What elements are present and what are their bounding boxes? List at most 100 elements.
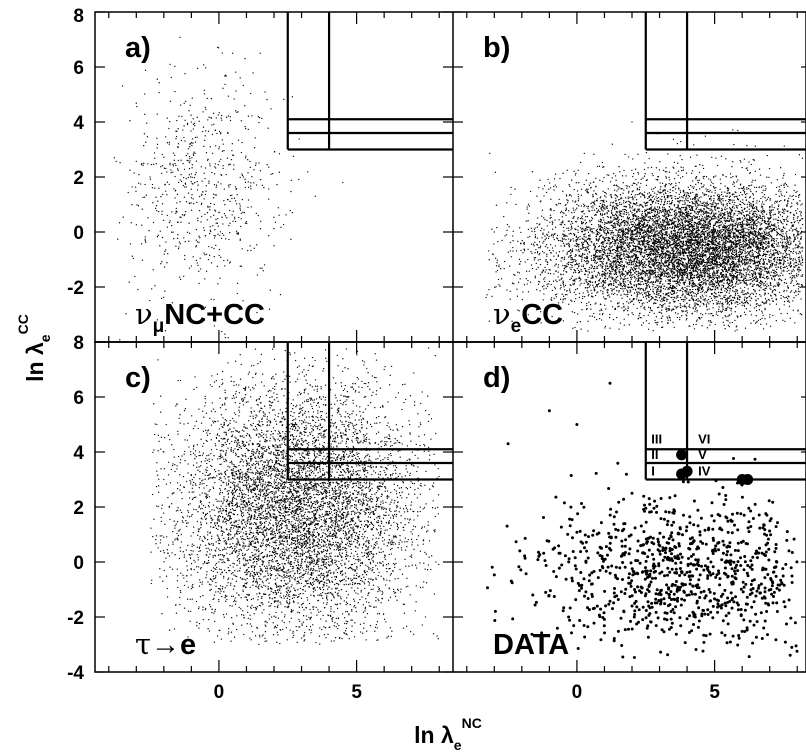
scatter-point bbox=[637, 238, 640, 240]
scatter-point bbox=[726, 203, 728, 205]
scatter-point bbox=[743, 299, 746, 301]
scatter-point bbox=[660, 239, 663, 242]
scatter-point bbox=[647, 197, 649, 200]
scatter-point bbox=[793, 250, 795, 252]
scatter-point bbox=[530, 250, 532, 253]
scatter-point bbox=[166, 214, 168, 217]
scatter-point bbox=[659, 268, 661, 270]
scatter-point bbox=[202, 191, 204, 193]
scatter-point bbox=[717, 237, 720, 239]
scatter-point bbox=[709, 179, 712, 181]
scatter-point bbox=[620, 243, 622, 246]
scatter-point bbox=[240, 225, 242, 228]
scatter-point bbox=[628, 259, 630, 261]
scatter-point bbox=[221, 232, 224, 235]
scatter-point bbox=[176, 168, 179, 170]
scatter-point bbox=[718, 306, 720, 308]
scatter-point bbox=[559, 202, 562, 205]
scatter-point bbox=[193, 151, 195, 153]
scatter-point bbox=[609, 245, 611, 248]
scatter-point bbox=[523, 284, 526, 286]
scatter-point bbox=[227, 337, 229, 339]
scatter-point bbox=[658, 267, 660, 269]
scatter-point bbox=[672, 276, 674, 278]
scatter-point bbox=[600, 200, 602, 202]
scatter-point bbox=[614, 251, 616, 254]
scatter-point bbox=[133, 172, 135, 174]
scatter-point bbox=[693, 328, 696, 330]
scatter-point bbox=[706, 207, 708, 209]
scatter-point bbox=[696, 248, 699, 250]
scatter-point bbox=[697, 204, 699, 206]
scatter-point bbox=[192, 256, 194, 258]
scatter-point bbox=[256, 311, 258, 314]
scatter-point bbox=[676, 306, 678, 308]
scatter-point bbox=[631, 232, 633, 234]
scatter-point bbox=[183, 214, 185, 217]
scatter-point bbox=[566, 263, 568, 265]
scatter-point bbox=[730, 307, 733, 310]
scatter-point bbox=[658, 285, 660, 287]
scatter-point bbox=[747, 288, 749, 290]
scatter-point bbox=[705, 194, 708, 196]
scatter-point bbox=[783, 301, 786, 303]
scatter-point bbox=[166, 117, 168, 119]
scatter-point bbox=[711, 299, 714, 302]
scatter-point bbox=[789, 243, 791, 246]
scatter-point bbox=[578, 264, 580, 266]
scatter-point bbox=[189, 160, 191, 162]
scatter-point bbox=[692, 274, 694, 276]
scatter-point bbox=[722, 205, 724, 207]
scatter-point bbox=[676, 251, 678, 253]
scatter-point bbox=[778, 204, 780, 206]
scatter-point bbox=[574, 201, 576, 203]
scatter-point bbox=[623, 208, 625, 211]
scatter-point bbox=[774, 279, 776, 281]
scatter-point bbox=[768, 246, 770, 249]
scatter-point bbox=[233, 197, 236, 199]
scatter-point bbox=[165, 241, 167, 243]
scatter-point bbox=[639, 277, 641, 279]
scatter-point bbox=[648, 230, 650, 232]
scatter-point bbox=[770, 253, 772, 255]
scatter-point bbox=[209, 230, 212, 233]
scatter-point bbox=[619, 237, 621, 239]
scatter-point bbox=[744, 252, 746, 254]
scatter-point bbox=[568, 227, 570, 229]
scatter-point bbox=[571, 258, 574, 260]
scatter-point bbox=[175, 164, 177, 167]
scatter-point bbox=[704, 193, 706, 196]
scatter-point bbox=[705, 203, 707, 205]
scatter-point bbox=[527, 248, 529, 251]
scatter-point bbox=[149, 176, 151, 178]
panel-a: a)νμNC+CC bbox=[113, 12, 453, 341]
scatter-point bbox=[719, 301, 721, 303]
scatter-point bbox=[694, 210, 696, 212]
scatter-point bbox=[192, 154, 195, 156]
scatter-point bbox=[180, 216, 182, 218]
scatter-point bbox=[632, 288, 634, 290]
scatter-point bbox=[580, 217, 583, 219]
scatter-point bbox=[660, 243, 663, 245]
scatter-point bbox=[190, 188, 192, 190]
scatter-point bbox=[779, 241, 782, 243]
scatter-point bbox=[785, 265, 788, 267]
scatter-point bbox=[741, 279, 743, 282]
scatter-point bbox=[747, 262, 749, 264]
scatter-point bbox=[164, 250, 166, 253]
scatter-point bbox=[773, 285, 775, 287]
scatter-point bbox=[242, 211, 244, 213]
scatter-point bbox=[641, 265, 644, 268]
scatter-point bbox=[261, 267, 263, 269]
scatter-point bbox=[696, 195, 698, 198]
scatter-point bbox=[783, 219, 786, 221]
scatter-point bbox=[494, 286, 496, 289]
scatter-point bbox=[781, 270, 783, 272]
scatter-point bbox=[686, 230, 689, 233]
scatter-point bbox=[761, 248, 764, 250]
scatter-point bbox=[784, 227, 786, 229]
scatter-point bbox=[702, 176, 704, 178]
scatter-point bbox=[747, 266, 749, 268]
scatter-point bbox=[175, 135, 178, 138]
scatter-point bbox=[234, 220, 237, 223]
